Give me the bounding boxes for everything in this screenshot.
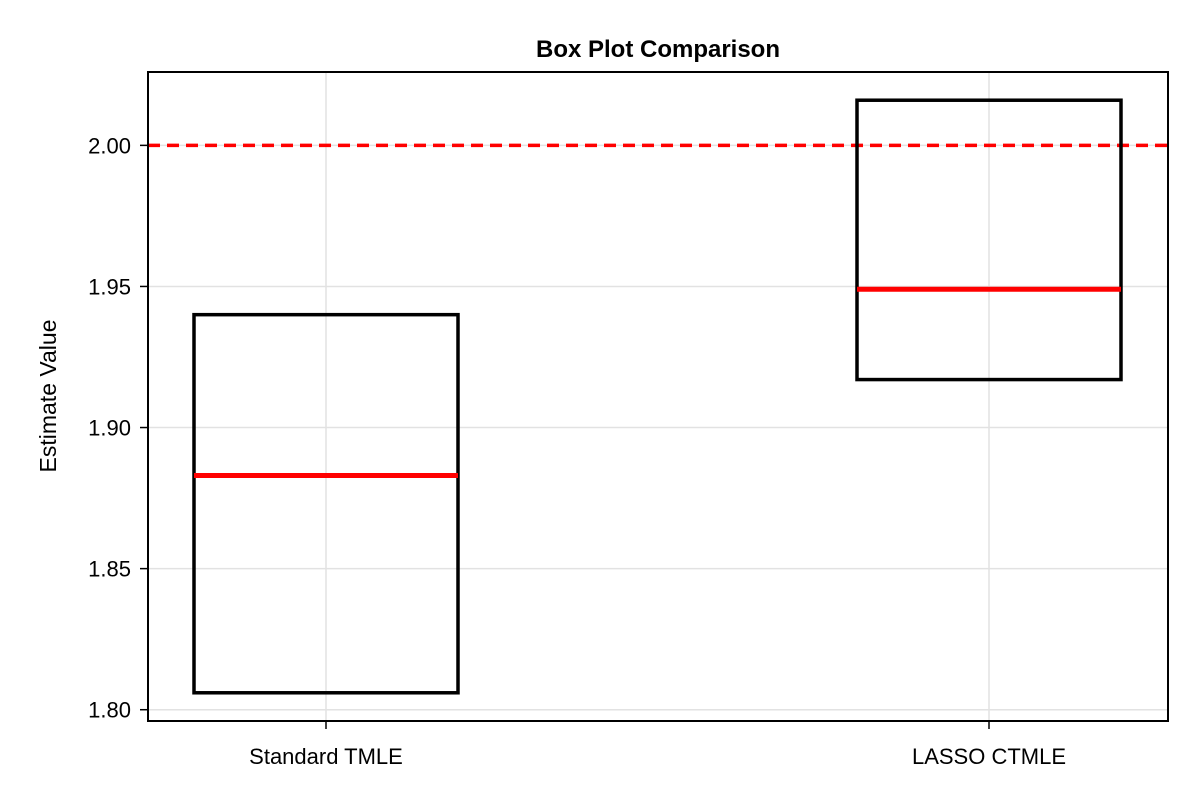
chart-title: Box Plot Comparison [536, 36, 780, 63]
plot-area-frame [147, 71, 1169, 722]
y-tick-label: 2.00 [88, 133, 131, 158]
y-tick-label: 1.90 [88, 416, 131, 441]
y-axis-label: Estimate Value [35, 320, 61, 473]
grid-lines [148, 72, 1168, 721]
x-tick-label: Standard TMLE [249, 744, 403, 769]
y-axis-ticks: 1.80 1.85 1.90 1.95 2.00 [88, 133, 148, 723]
boxes-layer [192, 98, 1123, 695]
y-tick-label: 1.95 [88, 274, 131, 299]
box-rect [192, 312, 460, 695]
x-tick-label: LASSO CTMLE [912, 744, 1066, 769]
box-rect [855, 98, 1123, 382]
y-tick-label: 1.80 [88, 698, 131, 723]
y-tick-label: 1.85 [88, 557, 131, 582]
x-axis-ticks: Standard TMLE LASSO CTMLE [249, 721, 1066, 769]
